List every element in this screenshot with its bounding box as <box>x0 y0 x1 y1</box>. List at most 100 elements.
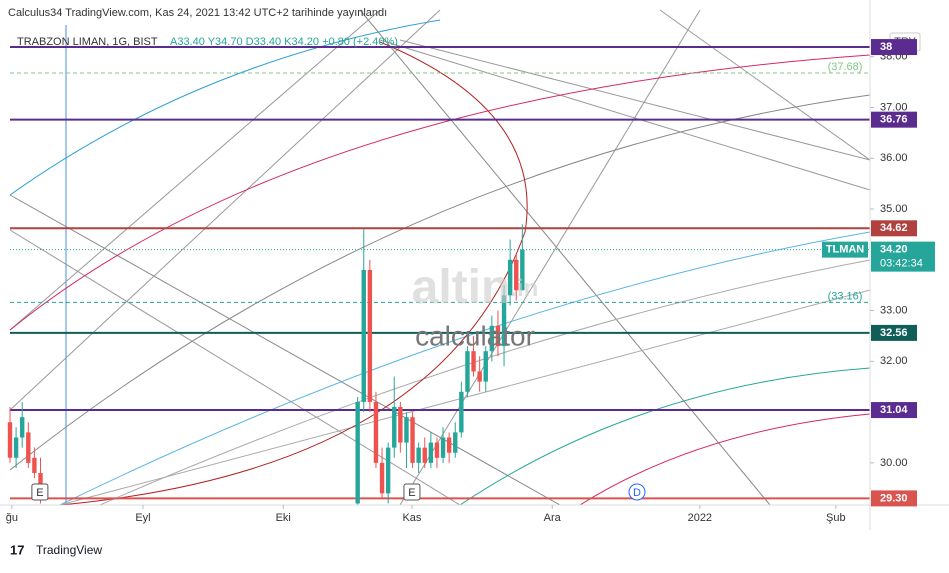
marks <box>7 46 870 505</box>
fan-line <box>399 39 870 161</box>
price-label: 38 <box>880 41 892 53</box>
publisher: Calculus34 TradingView.com, Kas 24, 2021… <box>8 7 387 19</box>
y-tick-label: 33.00 <box>880 304 908 316</box>
x-tick-label: Kas <box>402 512 421 524</box>
price-label: 32.56 <box>880 327 908 339</box>
symbol-label: TLMAN <box>826 244 865 256</box>
gann-arc <box>99 259 870 505</box>
candle-body <box>495 325 501 347</box>
line-label: (37.68) <box>828 61 863 73</box>
price-label: 36.76 <box>880 114 908 126</box>
candle-body <box>507 259 513 296</box>
fan-line <box>379 39 870 191</box>
symbol-box <box>822 241 868 258</box>
drawings <box>9 9 870 505</box>
fan-line <box>59 289 870 505</box>
price-label-box <box>871 402 917 419</box>
x-tick-label: ğu <box>6 512 18 524</box>
countdown: 03:42:34 <box>880 258 923 270</box>
footer-logo: TradingView <box>36 543 102 557</box>
fan-line <box>9 9 441 411</box>
candle-body <box>38 473 43 494</box>
candle-body <box>13 437 19 458</box>
current-price-box <box>871 241 935 272</box>
candle-body <box>483 351 488 382</box>
candle-body <box>422 447 427 463</box>
fan-line <box>9 194 561 505</box>
candle-body <box>355 401 360 504</box>
watermark-sub: calculator <box>415 320 535 351</box>
y-tick-label: 36.00 <box>880 152 908 164</box>
y-tick-label: 32.00 <box>880 355 908 367</box>
candle-body <box>416 447 421 463</box>
event-marker <box>31 483 49 501</box>
candle-body <box>434 442 440 458</box>
gann-arc <box>59 41 528 505</box>
gann-arc <box>459 367 870 505</box>
gann-arc <box>579 413 870 505</box>
candle-body <box>477 371 482 382</box>
gann-arc <box>9 19 441 196</box>
gann-arc <box>9 54 870 331</box>
y-tick-label: 30.00 <box>880 457 908 469</box>
price-label: 29.30 <box>880 492 908 504</box>
event-label: E <box>408 487 415 499</box>
x-tick-label: 2022 <box>688 512 712 524</box>
candle-body <box>398 407 403 443</box>
candle-body <box>404 417 409 443</box>
candle-body <box>465 351 470 392</box>
candle-body <box>489 325 495 352</box>
price-label-box <box>871 220 917 237</box>
candle-body <box>446 437 452 453</box>
watermark-suffix: .in <box>510 275 538 302</box>
candle-body <box>410 417 415 463</box>
candle-body <box>385 447 391 494</box>
gann-arc <box>59 231 870 505</box>
candle-body <box>379 462 385 494</box>
price-label-box <box>871 39 917 56</box>
candle-body <box>520 249 525 291</box>
y-tick-label: 35.00 <box>880 203 908 215</box>
candle-body <box>440 437 446 458</box>
ohlc: A33.40 Y34.70 D33.40 K34.20 +0.80 (+2.40… <box>170 36 398 48</box>
candle-body <box>453 432 458 453</box>
fan-line <box>9 9 381 331</box>
y-tick-label: 37.00 <box>880 101 908 113</box>
x-tick-label: Şub <box>826 512 846 524</box>
footer-icon: 17 <box>10 542 24 557</box>
event-marker <box>628 483 646 501</box>
x-tick-label: Eki <box>276 512 291 524</box>
candle-body <box>19 417 25 438</box>
price-label-box <box>871 111 917 128</box>
candle-body <box>367 269 373 402</box>
candle-body <box>392 407 397 448</box>
candle-body <box>514 259 519 291</box>
x-tick-label: Eyl <box>135 512 150 524</box>
price-label: 31.04 <box>880 404 908 416</box>
candle-body <box>373 401 379 463</box>
price-label-box <box>871 324 917 341</box>
price-label-box <box>871 490 917 507</box>
event-marker <box>403 483 421 501</box>
fan-line <box>359 9 771 505</box>
fan-line <box>399 9 701 505</box>
event-label: D <box>633 487 641 499</box>
current-price-label: 34.20 <box>880 244 908 256</box>
candle-body <box>7 422 13 458</box>
price-label: 34.62 <box>880 222 908 234</box>
candle-body <box>471 351 476 372</box>
fan-line <box>659 9 870 161</box>
symbol: TRABZON LIMAN, 1G, BIST <box>17 36 158 48</box>
watermark: altin.in <box>412 261 539 314</box>
candle-body <box>501 295 507 347</box>
candle-body <box>26 432 31 463</box>
event-label: E <box>36 487 43 499</box>
candle-body <box>361 269 366 402</box>
candle-body <box>428 442 434 463</box>
line-label: (33.16) <box>828 290 863 302</box>
x-tick-label: Ara <box>544 512 562 524</box>
candle-body <box>32 457 37 474</box>
candle-body <box>459 391 464 433</box>
